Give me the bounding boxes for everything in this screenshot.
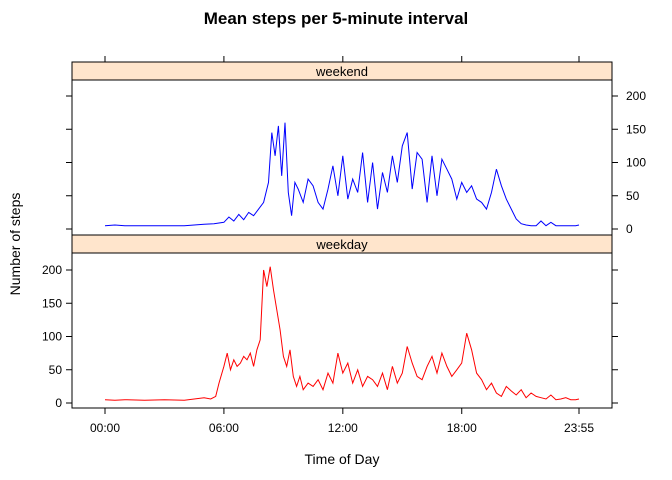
x-tick-label: 18:00 [447, 421, 477, 435]
panel-box-weekend [71, 79, 613, 236]
y-tick-label-weekday: 200 [42, 263, 62, 277]
chart-title: Mean steps per 5-minute interval [204, 9, 469, 28]
panel-weekend: weekend 0 50 100 150 200 [66, 61, 646, 236]
series-line-weekend [104, 122, 580, 227]
y-tick-label-weekend: 150 [626, 122, 646, 136]
y-tick-label-weekend: 100 [626, 156, 646, 170]
strip-label-weekend: weekend [315, 64, 368, 79]
y-tick-label-weekend: 50 [626, 189, 640, 203]
x-tick-label: 00:00 [90, 421, 120, 435]
y-tick-label-weekday: 50 [49, 363, 63, 377]
x-tick-label: 12:00 [328, 421, 358, 435]
series-line-weekday [104, 266, 580, 401]
x-tick-label: 23:55 [564, 421, 594, 435]
y-tick-label-weekend: 0 [626, 222, 633, 236]
x-tick-label: 06:00 [209, 421, 239, 435]
y-tick-label-weekday: 150 [42, 296, 62, 310]
y-tick-label-weekday: 100 [42, 330, 62, 344]
y-tick-label-weekend: 200 [626, 89, 646, 103]
strip-label-weekday: weekday [315, 237, 368, 252]
x-axis-label: Time of Day [305, 451, 380, 467]
panel-weekday: weekday 0 50 100 150 200 [42, 234, 618, 410]
panel-box-weekday [71, 252, 613, 409]
y-axis-label: Number of steps [7, 193, 23, 296]
y-tick-label-weekday: 0 [55, 396, 62, 410]
